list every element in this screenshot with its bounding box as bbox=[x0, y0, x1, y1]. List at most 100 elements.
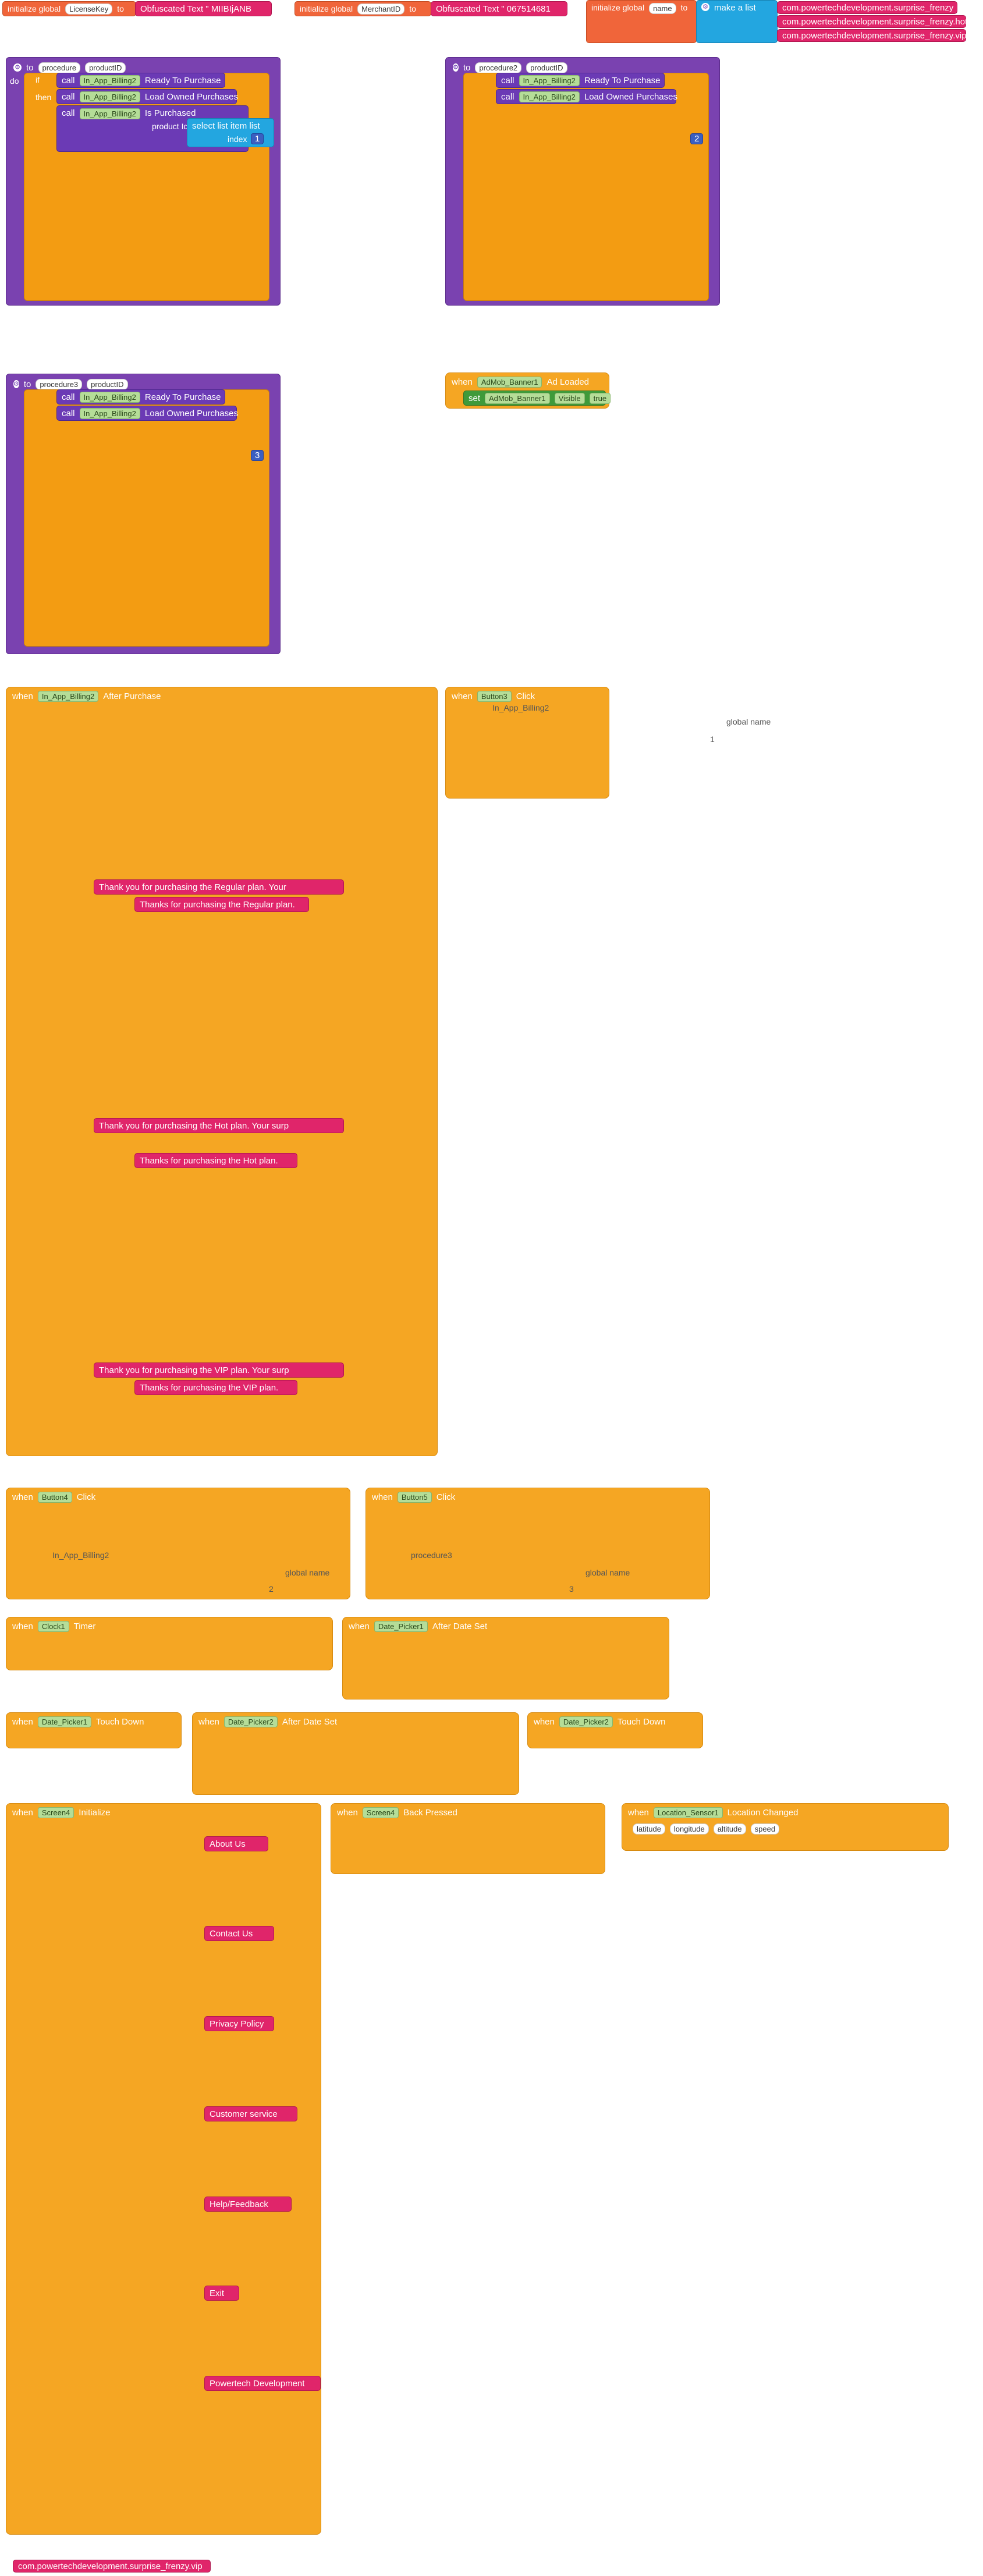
load-owned-call[interactable]: call In_App_Billing2 Load Owned Purchase… bbox=[56, 406, 238, 421]
gear-icon[interactable]: ⚙ bbox=[701, 3, 709, 11]
component-selector[interactable]: AdMob_Banner1 bbox=[477, 376, 542, 388]
procedure-name[interactable]: procedure3 bbox=[36, 378, 83, 390]
procedure-name[interactable]: procedure bbox=[38, 62, 81, 73]
component-selector[interactable]: In_App_Billing2 bbox=[37, 690, 99, 702]
license-value-text: Obfuscated Text " MIIBIjANB bbox=[140, 3, 251, 14]
regular-show[interactable]: Thanks for purchasing the Regular plan. bbox=[134, 897, 309, 912]
procedure-param[interactable]: productID bbox=[526, 62, 567, 73]
event-header: when Button4 Click bbox=[6, 1488, 350, 1506]
list-item-2[interactable]: com.powertechdevelopment.surprise_frenzy… bbox=[777, 15, 967, 28]
list-item-3[interactable]: com.powertechdevelopment.surprise_frenzy… bbox=[777, 29, 967, 42]
component-selector[interactable]: Clock1 bbox=[37, 1620, 69, 1632]
component-selector[interactable]: In_App_Billing2 bbox=[79, 74, 140, 86]
button3-click-event[interactable]: when Button3 Click bbox=[445, 687, 609, 799]
gear-icon[interactable]: ⚙ bbox=[453, 63, 459, 72]
menu-item-title[interactable]: Privacy Policy bbox=[204, 2016, 274, 2031]
date1-after-date-set-event[interactable]: when Date_Picker1 After Date Set bbox=[342, 1617, 669, 1699]
gear-icon[interactable]: ⚙ bbox=[13, 380, 19, 388]
hot-show[interactable]: Thanks for purchasing the Hot plan. bbox=[134, 1153, 297, 1168]
load-owned-call[interactable]: call In_App_Billing2 Load Owned Purchase… bbox=[496, 89, 677, 104]
to-keyword: to bbox=[26, 62, 34, 73]
param-altitude[interactable]: altitude bbox=[713, 1823, 746, 1835]
index-value[interactable]: 2 bbox=[690, 133, 704, 144]
menu-item-title[interactable]: Customer service bbox=[204, 2106, 297, 2121]
component-selector[interactable]: Button4 bbox=[37, 1491, 72, 1503]
screen4-initialize-event[interactable]: when Screen4 Initialize About Us Contact… bbox=[6, 1803, 321, 2535]
procedure-name[interactable]: procedure2 bbox=[475, 62, 522, 73]
component-selector[interactable]: Button3 bbox=[477, 690, 512, 702]
component-selector[interactable]: Date_Picker2 bbox=[559, 1716, 613, 1727]
ready-to-purchase-call[interactable]: call In_App_Billing2 Ready To Purchase bbox=[496, 73, 665, 88]
if-block[interactable] bbox=[463, 73, 709, 301]
after-purchase-event[interactable]: when In_App_Billing2 After Purchase Than… bbox=[6, 687, 438, 1456]
component-selector[interactable]: Date_Picker1 bbox=[374, 1620, 428, 1632]
bool-true[interactable]: true bbox=[589, 392, 611, 404]
regular-msg[interactable]: Thank you for purchasing the Regular pla… bbox=[94, 879, 344, 895]
global-license-init[interactable]: initialize global LicenseKey to bbox=[2, 1, 136, 16]
component-selector[interactable]: Date_Picker1 bbox=[37, 1716, 91, 1727]
menu-item-title[interactable]: Help/Feedback bbox=[204, 2197, 292, 2212]
when-label: when bbox=[452, 377, 473, 387]
var-name[interactable]: LicenseKey bbox=[65, 3, 113, 15]
make-list-block[interactable]: ⚙ make a list bbox=[696, 0, 778, 43]
clock-timer-event[interactable]: when Clock1 Timer bbox=[6, 1617, 333, 1670]
date1-touch-down-event[interactable]: when Date_Picker1 Touch Down bbox=[6, 1712, 182, 1748]
hot-msg[interactable]: Thank you for purchasing the Hot plan. Y… bbox=[94, 1118, 344, 1133]
component-selector[interactable]: Button5 bbox=[397, 1491, 432, 1503]
component-selector[interactable]: AdMob_Banner1 bbox=[485, 392, 550, 404]
property-selector[interactable]: Visible bbox=[554, 392, 585, 404]
component-selector[interactable]: Screen4 bbox=[37, 1807, 74, 1818]
param-longitude[interactable]: longitude bbox=[669, 1823, 709, 1835]
var-name[interactable]: name bbox=[649, 3, 676, 14]
menu-item-title[interactable]: About Us bbox=[204, 1836, 268, 1851]
call-label: call bbox=[62, 75, 75, 86]
load-owned-call[interactable]: call In_App_Billing2 Load Owned Purchase… bbox=[56, 89, 238, 104]
component-selector[interactable]: In_App_Billing2 bbox=[79, 108, 140, 119]
procedure-1[interactable]: ⚙ to procedure productID do if call In_A… bbox=[6, 57, 281, 306]
vip-show[interactable]: Thanks for purchasing the VIP plan. bbox=[134, 1380, 297, 1395]
procedure-param[interactable]: productID bbox=[85, 62, 126, 73]
license-value[interactable]: Obfuscated Text " MIIBIjANB bbox=[135, 1, 272, 16]
procedure-header: ⚙ to procedure3 productID bbox=[9, 377, 131, 392]
date2-touch-down-event[interactable]: when Date_Picker2 Touch Down bbox=[527, 1712, 703, 1748]
stray-text-block[interactable]: com.powertechdevelopment.surprise_frenzy… bbox=[13, 2560, 211, 2573]
var-name[interactable]: MerchantID bbox=[357, 3, 405, 15]
component-selector[interactable]: In_App_Billing2 bbox=[519, 74, 580, 86]
param-latitude[interactable]: latitude bbox=[633, 1823, 665, 1835]
component-selector[interactable]: Location_Sensor1 bbox=[653, 1807, 723, 1818]
procedure-3[interactable]: ⚙ to procedure3 productID call In_App_Bi… bbox=[6, 374, 281, 654]
component-selector[interactable]: Screen4 bbox=[362, 1807, 399, 1818]
global-name-init[interactable]: initialize global name to bbox=[586, 0, 697, 43]
component-selector[interactable]: In_App_Billing2 bbox=[79, 91, 140, 102]
procedure-param[interactable]: productID bbox=[87, 378, 128, 390]
menu-item-title[interactable]: Exit bbox=[204, 2286, 239, 2301]
event-header: when Clock1 Timer bbox=[6, 1617, 332, 1635]
ready-to-purchase-call[interactable]: call In_App_Billing2 Ready To Purchase bbox=[56, 389, 225, 405]
list-item-1[interactable]: com.powertechdevelopment.surprise_frenzy bbox=[777, 1, 957, 14]
index-label: index bbox=[228, 134, 247, 144]
button4-click-event[interactable]: when Button4 Click bbox=[6, 1488, 350, 1599]
procedure-2[interactable]: ⚙ to procedure2 productID call In_App_Bi… bbox=[445, 57, 720, 306]
index-value[interactable]: 3 bbox=[251, 450, 264, 461]
gear-icon[interactable]: ⚙ bbox=[13, 63, 22, 72]
param-speed[interactable]: speed bbox=[750, 1823, 780, 1835]
global-merchant-init[interactable]: initialize global MerchantID to bbox=[294, 1, 431, 16]
screen4-back-pressed-event[interactable]: when Screen4 Back Pressed bbox=[331, 1803, 605, 1874]
ready-to-purchase-call[interactable]: call In_App_Billing2 Ready To Purchase bbox=[56, 73, 225, 88]
menu-item-title[interactable]: Contact Us bbox=[204, 1926, 274, 1941]
vip-msg[interactable]: Thank you for purchasing the VIP plan. Y… bbox=[94, 1362, 344, 1378]
menu-item-title[interactable]: Powertech Development bbox=[204, 2376, 321, 2391]
date2-after-date-set-event[interactable]: when Date_Picker2 After Date Set bbox=[192, 1712, 519, 1795]
if-block[interactable] bbox=[24, 389, 269, 647]
component-selector[interactable]: In_App_Billing2 bbox=[519, 91, 580, 102]
component-selector[interactable]: Date_Picker2 bbox=[223, 1716, 278, 1727]
index-value[interactable]: 1 bbox=[251, 133, 264, 144]
component-selector[interactable]: In_App_Billing2 bbox=[79, 391, 140, 403]
location-changed-event[interactable]: when Location_Sensor1 Location Changed l… bbox=[622, 1803, 949, 1851]
merchant-value[interactable]: Obfuscated Text " 067514681 bbox=[431, 1, 567, 16]
admob-ad-loaded-event[interactable]: when AdMob_Banner1 Ad Loaded set AdMob_B… bbox=[445, 372, 611, 409]
component-selector[interactable]: In_App_Billing2 bbox=[79, 407, 140, 419]
button5-click-event[interactable]: when Button5 Click bbox=[365, 1488, 710, 1599]
set-visible-block[interactable]: set AdMob_Banner1 Visible true bbox=[463, 391, 611, 406]
msg-text: Thank you for purchasing the Hot plan. Y… bbox=[99, 1120, 289, 1131]
